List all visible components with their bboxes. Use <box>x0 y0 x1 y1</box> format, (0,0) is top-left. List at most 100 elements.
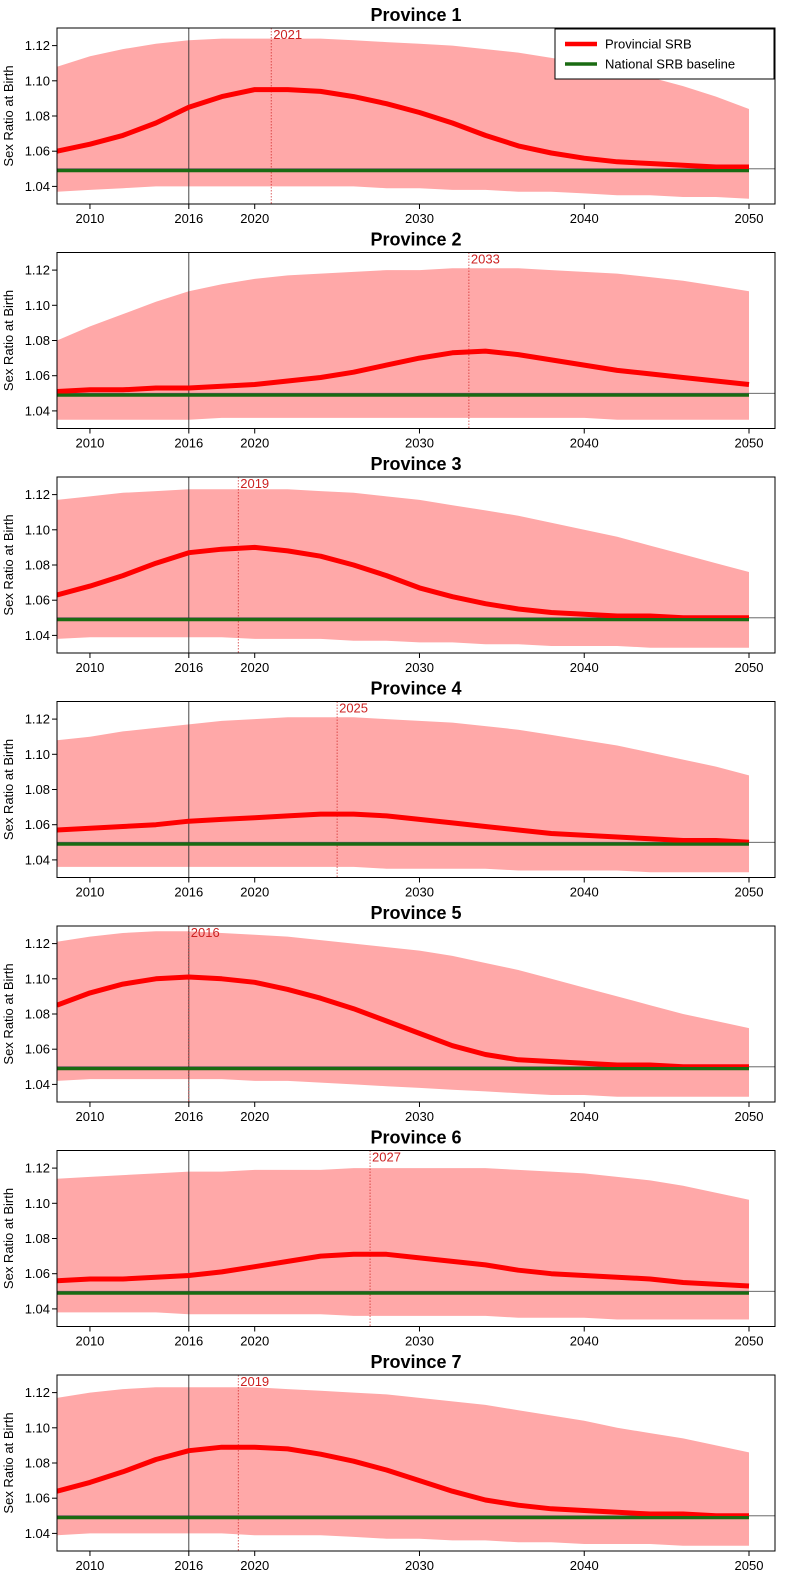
provincial-srb-line <box>57 348 750 394</box>
y-tick-label: 1.12 <box>25 1385 50 1400</box>
y-tick-label: 1.06 <box>25 817 50 832</box>
x-tick-label: 2010 <box>75 436 104 451</box>
x-tick-label: 2050 <box>735 1109 764 1124</box>
provincial-srb-line <box>57 974 749 1070</box>
plot-area <box>57 1375 775 1551</box>
uncertainty-band <box>57 717 749 873</box>
y-tick-label: 1.08 <box>25 782 50 797</box>
y-tick-label: 1.06 <box>25 368 50 383</box>
peak-year-label: 2027 <box>372 1150 401 1165</box>
y-tick-label: 1.08 <box>25 1456 50 1471</box>
y-tick-label: 1.12 <box>25 263 50 278</box>
x-tick-label: 2030 <box>405 1558 434 1573</box>
x-tick-label: 2016 <box>174 885 203 900</box>
legend-label: Provincial SRB <box>605 37 692 52</box>
y-tick-label: 1.08 <box>25 558 50 573</box>
y-tick-label: 1.06 <box>25 1266 50 1281</box>
x-tick-label: 2050 <box>735 1334 764 1349</box>
y-tick-label: 1.10 <box>25 1196 50 1211</box>
x-tick-label: 2030 <box>405 885 434 900</box>
uncertainty-band <box>57 931 749 1097</box>
y-tick-label: 1.12 <box>25 38 50 53</box>
y-tick-label: 1.04 <box>25 1526 50 1541</box>
x-tick-label: 2040 <box>570 885 599 900</box>
x-tick-label: 2016 <box>174 1109 203 1124</box>
y-tick-label: 1.06 <box>25 1042 50 1057</box>
provincial-srb-line <box>57 811 750 845</box>
x-tick-label: 2016 <box>174 1558 203 1573</box>
y-axis-label: Sex Ratio at Birth <box>1 514 16 615</box>
x-tick-label: 2016 <box>174 660 203 675</box>
y-tick-label: 1.10 <box>25 971 50 986</box>
x-tick-label: 2050 <box>735 885 764 900</box>
x-tick-label: 2040 <box>570 1109 599 1124</box>
uncertainty-band <box>57 268 749 420</box>
uncertainty-band <box>57 1387 749 1546</box>
panel-title: Province 2 <box>370 230 461 250</box>
x-tick-label: 2020 <box>240 1334 269 1349</box>
y-tick-label: 1.04 <box>25 179 50 194</box>
provincial-srb-line <box>57 544 749 621</box>
y-tick-label: 1.06 <box>25 593 50 608</box>
x-tick-label: 2040 <box>570 1558 599 1573</box>
plot-area <box>57 1150 775 1327</box>
panel-title: Province 4 <box>370 679 461 699</box>
y-axis-label: Sex Ratio at Birth <box>1 1412 16 1513</box>
plot-area <box>57 701 775 878</box>
provincial-srb-line <box>57 87 749 170</box>
y-tick-label: 1.06 <box>25 144 50 159</box>
y-tick-label: 1.10 <box>25 522 50 537</box>
peak-year-label: 2021 <box>273 27 302 42</box>
y-tick-label: 1.12 <box>25 712 50 727</box>
y-axis-label: Sex Ratio at Birth <box>1 65 16 166</box>
x-tick-label: 2040 <box>570 211 599 226</box>
x-tick-label: 2010 <box>75 660 104 675</box>
x-tick-label: 2050 <box>735 660 764 675</box>
y-axis-label: Sex Ratio at Birth <box>1 1188 16 1289</box>
plot-area <box>57 477 775 653</box>
x-tick-label: 2030 <box>405 211 434 226</box>
uncertainty-band <box>57 489 749 648</box>
y-tick-label: 1.04 <box>25 1077 50 1092</box>
x-tick-label: 2040 <box>570 436 599 451</box>
panel-title: Province 7 <box>370 1352 461 1372</box>
x-tick-label: 2030 <box>405 1109 434 1124</box>
x-tick-label: 2050 <box>735 436 764 451</box>
x-tick-label: 2040 <box>570 1334 599 1349</box>
y-axis-label: Sex Ratio at Birth <box>1 963 16 1064</box>
y-tick-label: 1.10 <box>25 73 50 88</box>
legend-label: National SRB baseline <box>605 57 735 72</box>
y-tick-label: 1.04 <box>25 403 50 418</box>
panel-5: 2016 Province 5 1.04 1.06 1.08 1.10 1.12 2010 20… <box>1 903 776 1124</box>
panel-3: 2019 Province 3 1.04 1.06 1.08 1.10 1.12 2010 20… <box>1 454 776 675</box>
provincial-srb-line <box>57 1251 750 1289</box>
y-tick-label: 1.08 <box>25 109 50 124</box>
x-tick-label: 2020 <box>240 1558 269 1573</box>
y-tick-label: 1.04 <box>25 852 50 867</box>
x-tick-label: 2010 <box>75 211 104 226</box>
panel-2: 2033 Province 2 1.04 1.06 1.08 1.10 1.12 2010 20… <box>1 230 776 451</box>
peak-year-label: 2016 <box>191 925 220 940</box>
peak-year-label: 2019 <box>240 476 269 491</box>
x-tick-label: 2010 <box>75 1109 104 1124</box>
y-tick-label: 1.12 <box>25 1161 50 1176</box>
y-tick-label: 1.10 <box>25 298 50 313</box>
x-tick-label: 2050 <box>735 211 764 226</box>
y-tick-label: 1.08 <box>25 1231 50 1246</box>
x-tick-label: 2020 <box>240 211 269 226</box>
legend: Provincial SRB National SRB baseline <box>554 28 775 80</box>
x-tick-label: 2040 <box>570 660 599 675</box>
x-tick-label: 2020 <box>240 885 269 900</box>
y-tick-label: 1.12 <box>25 936 50 951</box>
y-tick-label: 1.10 <box>25 747 50 762</box>
panel-1: 2021 Province 1 1.04 1.06 1.08 1.10 1.12 2010 20… <box>1 5 776 226</box>
panel-title: Province 3 <box>370 454 461 474</box>
y-tick-label: 1.04 <box>25 628 50 643</box>
x-tick-label: 2016 <box>174 211 203 226</box>
x-tick-label: 2010 <box>75 1558 104 1573</box>
x-tick-label: 2030 <box>405 436 434 451</box>
peak-year-label: 2019 <box>240 1374 269 1389</box>
